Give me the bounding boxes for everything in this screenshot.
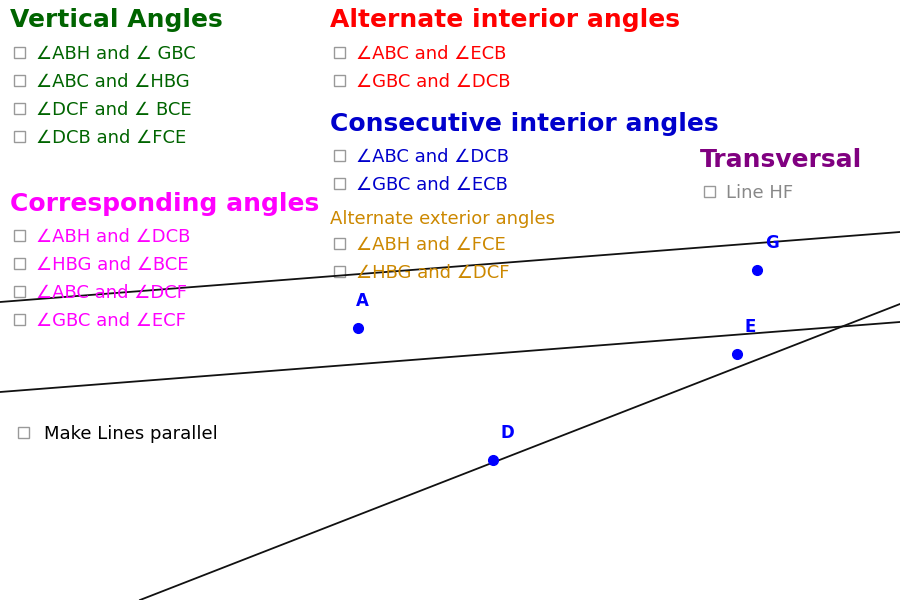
- Text: ∠DCF and ∠ BCE: ∠DCF and ∠ BCE: [36, 101, 192, 119]
- Text: D: D: [501, 424, 515, 442]
- Text: ∠ABC and ∠HBG: ∠ABC and ∠HBG: [36, 73, 190, 91]
- Bar: [14, 258, 25, 269]
- Text: ∠HBG and ∠BCE: ∠HBG and ∠BCE: [36, 256, 188, 274]
- Text: Alternate exterior angles: Alternate exterior angles: [330, 210, 555, 228]
- Bar: [18, 427, 29, 438]
- Text: ∠ABH and ∠DCB: ∠ABH and ∠DCB: [36, 228, 191, 246]
- Bar: [334, 75, 345, 86]
- Text: E: E: [745, 318, 756, 336]
- Text: ∠DCB and ∠FCE: ∠DCB and ∠FCE: [36, 129, 186, 147]
- Bar: [334, 178, 345, 189]
- Bar: [334, 266, 345, 277]
- Bar: [14, 47, 25, 58]
- Text: G: G: [765, 234, 778, 252]
- Text: Consecutive interior angles: Consecutive interior angles: [330, 112, 718, 136]
- Text: ∠ABC and ∠ECB: ∠ABC and ∠ECB: [356, 45, 507, 63]
- Text: ∠HBG and ∠DCF: ∠HBG and ∠DCF: [356, 264, 509, 282]
- Bar: [334, 47, 345, 58]
- Bar: [14, 314, 25, 325]
- Bar: [14, 230, 25, 241]
- Bar: [334, 150, 345, 161]
- Bar: [14, 286, 25, 297]
- Text: ∠ABC and ∠DCB: ∠ABC and ∠DCB: [356, 148, 509, 166]
- Text: A: A: [356, 292, 369, 310]
- Bar: [14, 103, 25, 114]
- Text: Corresponding angles: Corresponding angles: [10, 192, 319, 216]
- Text: ∠GBC and ∠ECF: ∠GBC and ∠ECF: [36, 312, 186, 330]
- Text: ∠ABH and ∠FCE: ∠ABH and ∠FCE: [356, 236, 506, 254]
- Text: Alternate interior angles: Alternate interior angles: [330, 8, 680, 32]
- Text: Line HF: Line HF: [726, 184, 793, 202]
- Bar: [14, 75, 25, 86]
- Text: Vertical Angles: Vertical Angles: [10, 8, 223, 32]
- Text: ∠ABH and ∠ GBC: ∠ABH and ∠ GBC: [36, 45, 196, 63]
- Bar: [334, 238, 345, 249]
- Text: ∠ABC and ∠DCF: ∠ABC and ∠DCF: [36, 284, 187, 302]
- Text: ∠GBC and ∠DCB: ∠GBC and ∠DCB: [356, 73, 510, 91]
- Text: ∠GBC and ∠ECB: ∠GBC and ∠ECB: [356, 176, 508, 194]
- Text: Make Lines parallel: Make Lines parallel: [44, 425, 218, 443]
- Bar: [704, 186, 715, 197]
- Text: Transversal: Transversal: [700, 148, 862, 172]
- Bar: [14, 131, 25, 142]
